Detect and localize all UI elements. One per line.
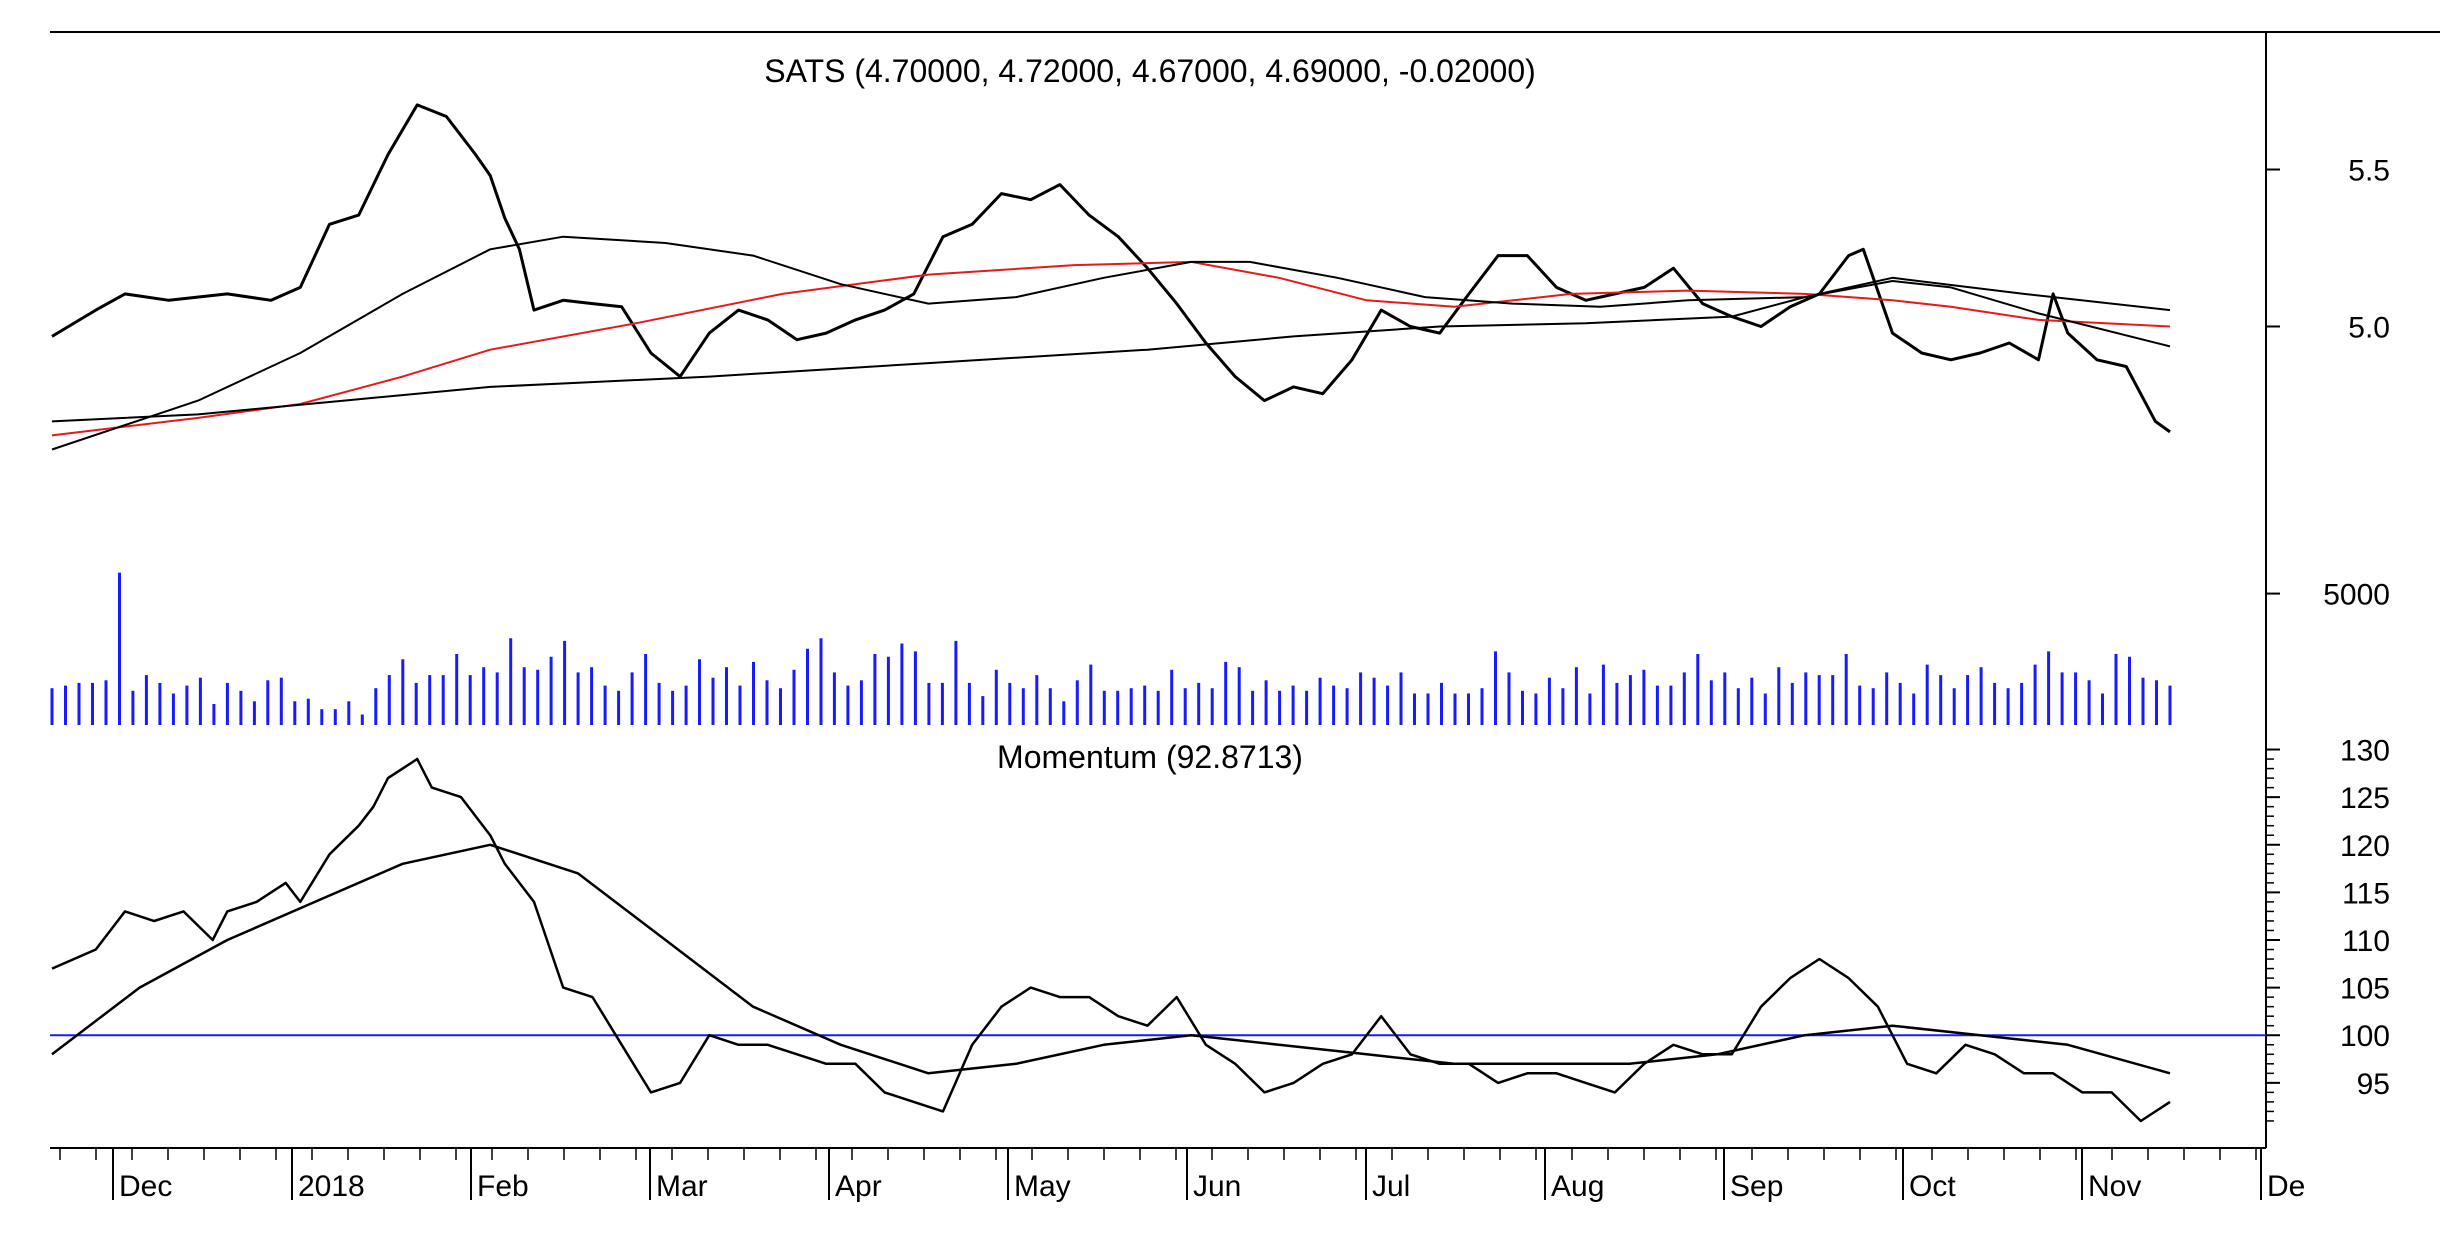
y-axis: 5.5 5.0 5000 130 125 120 115 110 105 100 95 [2266, 155, 2390, 1122]
price-series-ma_black_1 [51, 235, 2171, 451]
momentum-title: Momentum (92.8713) [997, 739, 1303, 775]
momentum-tick-label: 130 [2340, 735, 2390, 768]
x-tick-label: Mar [656, 1170, 708, 1203]
momentum-tick-label: 120 [2340, 830, 2390, 863]
volume-tick-label: 5000 [2323, 579, 2390, 612]
x-tick-label: Feb [477, 1170, 529, 1203]
momentum-plot [51, 757, 2171, 1123]
panel-frame [50, 31, 2440, 1149]
x-tick-label: May [1014, 1170, 1071, 1203]
momentum-tick-label: 115 [2342, 877, 2390, 910]
x-tick-label: Oct [1909, 1170, 1956, 1203]
price-series-ma_black_2 [51, 276, 2171, 423]
x-tick-label: De [2267, 1170, 2305, 1203]
momentum-tick-label: 105 [2340, 973, 2390, 1006]
price-tick-label: 5.5 [2348, 155, 2390, 188]
x-tick-label: 2018 [298, 1170, 365, 1203]
x-tick-label: Sep [1730, 1170, 1783, 1203]
momentum-series-momentum_ma [51, 843, 2171, 1075]
price-series-ma_red [51, 260, 2171, 437]
price-series-close [51, 103, 2171, 434]
price-tick-label: 5.0 [2348, 311, 2390, 344]
x-tick-label: Aug [1551, 1170, 1604, 1203]
x-tick-label: Nov [2088, 1170, 2141, 1203]
price-title: SATS (4.70000, 4.72000, 4.67000, 4.69000… [764, 53, 1536, 89]
momentum-tick-label: 125 [2340, 782, 2390, 815]
x-tick-label: Jun [1193, 1170, 1241, 1203]
x-tick-label: Dec [119, 1170, 172, 1203]
momentum-tick-label: 95 [2357, 1068, 2390, 1101]
x-tick-label: Jul [1372, 1170, 1410, 1203]
momentum-series-momentum [51, 757, 2171, 1123]
x-tick-label: Apr [835, 1170, 882, 1203]
volume-bars [50, 572, 2172, 725]
price-plot [51, 103, 2171, 451]
momentum-tick-label: 110 [2342, 925, 2390, 958]
momentum-tick-label: 100 [2340, 1020, 2390, 1053]
x-axis: Dec 2018 Feb Mar Apr May Jun Jul Aug Sep Oct Nov De [59, 1148, 2305, 1203]
